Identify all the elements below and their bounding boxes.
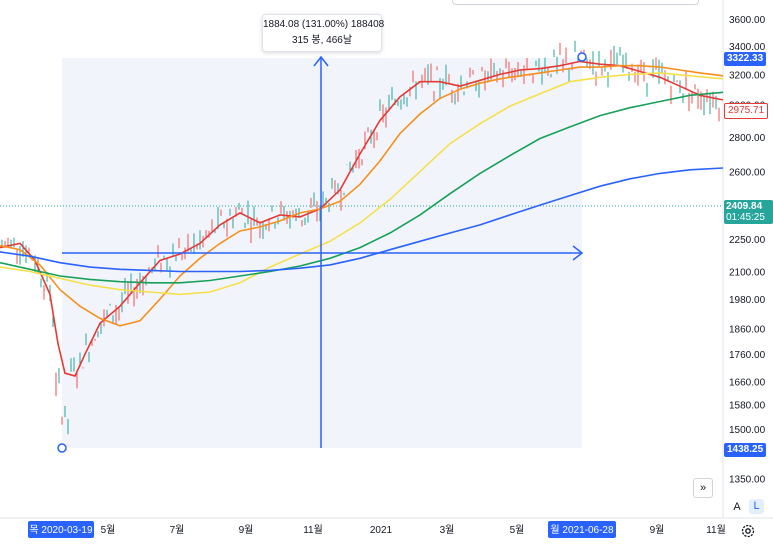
- ma-line-5: [0, 167, 724, 273]
- time-tick-label: 3월: [440, 524, 455, 536]
- ma-line-4: [0, 91, 724, 284]
- price-tick-label: 1500.00: [729, 425, 766, 436]
- time-tick-label: 9월: [239, 524, 254, 536]
- time-tick-label: 7월: [170, 524, 185, 536]
- price-tick-label: 1980.00: [729, 295, 766, 306]
- price-axis[interactable]: 3600.003400.003200.003000.002800.002600.…: [729, 15, 766, 485]
- countdown: 01:45:25: [726, 212, 765, 223]
- high-price-tag: 3322.33: [724, 52, 767, 66]
- time-tick-label: 11월: [303, 524, 323, 536]
- price-tick-label: 3600.00: [729, 15, 766, 26]
- moving-average-lines: [0, 60, 724, 377]
- price-tick-label: 2250.00: [729, 235, 766, 246]
- start-date-label: 목 2020-03-19: [29, 524, 93, 536]
- price-tick-label: 2100.00: [729, 268, 766, 279]
- log-scale-button[interactable]: L: [749, 499, 764, 514]
- scroll-to-realtime-button[interactable]: »: [693, 478, 713, 498]
- price-tick-label: 2600.00: [729, 168, 766, 179]
- current-price-tag: 2975.71: [724, 103, 769, 119]
- price-tick-label: 1580.00: [729, 401, 766, 412]
- top-panel: [452, 0, 699, 5]
- measure-tooltip: 1884.08 (131.00%) 188408 315 봉, 466날: [262, 14, 385, 52]
- ma-line-1: [0, 60, 724, 377]
- auto-scale-button[interactable]: A: [730, 500, 744, 514]
- gear-icon: [741, 524, 755, 538]
- measure-tool[interactable]: [57, 52, 587, 453]
- time-tick-label: 5월: [101, 524, 116, 536]
- double-chevron-right-icon: »: [699, 482, 707, 494]
- measure-horizontal-arrowhead: [572, 245, 584, 261]
- time-tick-label: 5월: [510, 524, 525, 536]
- start-date-label-bg: [28, 521, 94, 538]
- measure-tooltip-line2: 315 봉, 466날: [291, 35, 353, 46]
- end-date-label-bg: [548, 521, 616, 538]
- price-tick-label: 1860.00: [729, 324, 766, 335]
- price-tick-label: 3400.00: [729, 42, 766, 53]
- measure-end-handle[interactable]: [577, 52, 587, 62]
- measure-tooltip-line1: 1884.08 (131.00%) 188408: [263, 19, 385, 30]
- price-tick-label: 3200.00: [729, 70, 766, 81]
- time-tick-label: 11월: [706, 524, 726, 536]
- low-price-tag: 1438.25: [724, 443, 767, 457]
- measure-vertical-arrowhead: [313, 55, 329, 67]
- crosshair-price-tag: 2409.84 01:45:25: [724, 200, 773, 224]
- end-date-label: 월 2021-06-28: [550, 524, 614, 536]
- measure-start-handle[interactable]: [57, 443, 67, 453]
- price-tick-label: 1660.00: [729, 378, 766, 389]
- ma-line-3: [0, 72, 724, 296]
- price-tick-label: 1350.00: [729, 474, 766, 485]
- chart-settings-button[interactable]: [740, 523, 756, 539]
- price-tick-label: 2800.00: [729, 133, 766, 144]
- crosshair-price: 2409.84: [726, 201, 763, 212]
- ma-line-2: [0, 64, 724, 327]
- time-axis[interactable]: 5월 7월 9월 11월 2021 3월 5월 9월 11월: [101, 524, 726, 536]
- price-tick-label: 1760.00: [729, 350, 766, 361]
- time-tick-label: 2021: [370, 525, 393, 536]
- time-tick-label: 9월: [650, 524, 665, 536]
